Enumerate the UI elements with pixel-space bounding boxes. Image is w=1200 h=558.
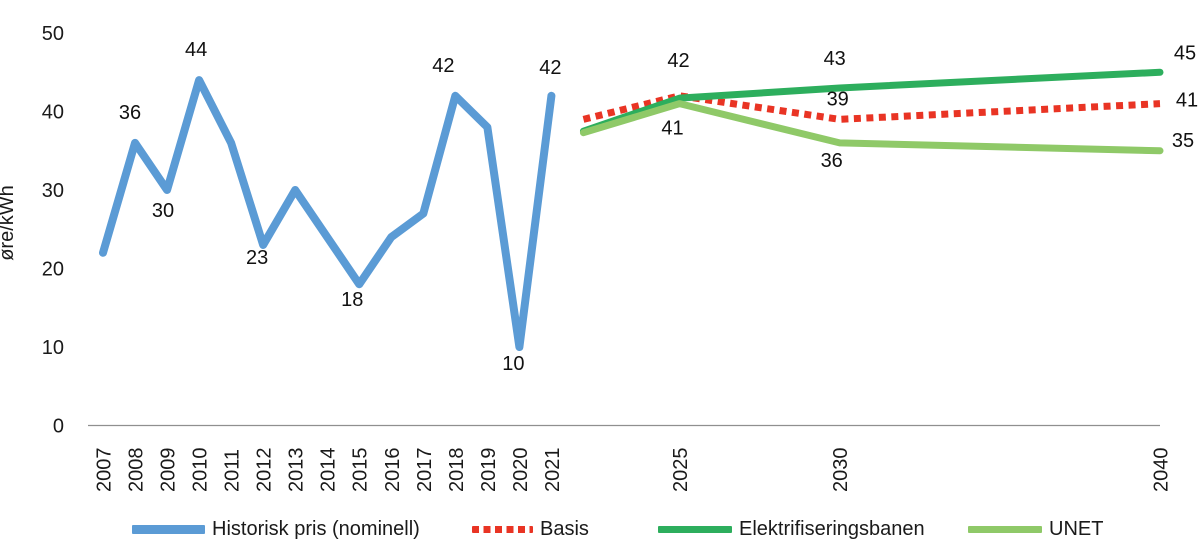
series-line-1 (582, 92, 1161, 123)
data-label: 42 (667, 50, 689, 72)
x-tick-label: 2010 (190, 448, 212, 493)
data-label: 35 (1172, 130, 1194, 152)
data-label: 43 (824, 48, 846, 70)
legend-item-elektrifiseringsbanen: Elektrifiseringsbanen (658, 514, 925, 544)
legend-swatch-unet (968, 525, 1042, 533)
y-tick-label: 30 (42, 180, 64, 202)
data-label: 44 (185, 39, 207, 61)
legend-swatch-elektrifiseringsbanen (658, 525, 732, 533)
legend-item-historisk-pris: Historisk pris (nominell) (132, 514, 420, 544)
legend-swatch-historisk-pris (132, 524, 205, 534)
data-label: 36 (821, 150, 843, 172)
legend-label-unet: UNET (1049, 517, 1104, 540)
data-label: 42 (432, 55, 454, 77)
y-tick-label: 0 (53, 416, 64, 438)
y-tick-label: 20 (42, 259, 64, 281)
x-tick-label: 2013 (286, 448, 308, 493)
x-tick-label: 2015 (350, 448, 372, 493)
x-tick-label: 2011 (222, 449, 244, 492)
x-tick-label: 2012 (254, 448, 276, 493)
data-label: 42 (539, 57, 561, 79)
x-tick-label: 2016 (382, 448, 404, 493)
legend-item-unet: UNET (968, 514, 1103, 544)
legend-label-historisk-pris: Historisk pris (nominell) (212, 517, 420, 540)
y-tick-label: 40 (42, 102, 64, 124)
data-label: 23 (246, 247, 268, 269)
data-label: 45 (1174, 42, 1196, 64)
x-tick-label: 2008 (126, 448, 148, 493)
x-tick-label: 2009 (158, 448, 180, 493)
legend-label-basis: Basis (540, 517, 589, 540)
legend-swatch-basis (472, 525, 533, 533)
x-tick-label: 2018 (446, 448, 468, 493)
data-label: 41 (661, 118, 683, 140)
data-label: 36 (119, 102, 141, 124)
x-tick-label: 2040 (1151, 448, 1173, 493)
y-tick-label: 10 (42, 337, 64, 359)
series-line-0 (99, 76, 556, 351)
legend: Historisk pris (nominell) Basis Elektrif… (0, 514, 1200, 546)
data-label: 41 (1176, 90, 1198, 112)
x-tick-label: 2007 (94, 448, 116, 493)
data-label: 18 (341, 289, 363, 311)
data-label: 30 (152, 200, 174, 222)
y-tick-label: 50 (42, 23, 64, 45)
y-axis-title: øre/kWh (0, 185, 18, 261)
x-tick-label: 2030 (830, 448, 852, 493)
x-tick-label: 2021 (542, 448, 564, 493)
x-tick-label: 2020 (510, 448, 532, 493)
x-tick-label: 2019 (478, 448, 500, 493)
data-label: 10 (502, 353, 524, 375)
x-tick-label: 2017 (414, 448, 436, 493)
x-tick-label: 2025 (670, 448, 692, 493)
data-label: 39 (827, 88, 849, 110)
series-line-3 (579, 100, 1164, 155)
legend-item-basis: Basis (472, 514, 589, 544)
x-tick-label: 2014 (318, 448, 340, 493)
legend-label-elektrifiseringsbanen: Elektrifiseringsbanen (739, 517, 925, 540)
